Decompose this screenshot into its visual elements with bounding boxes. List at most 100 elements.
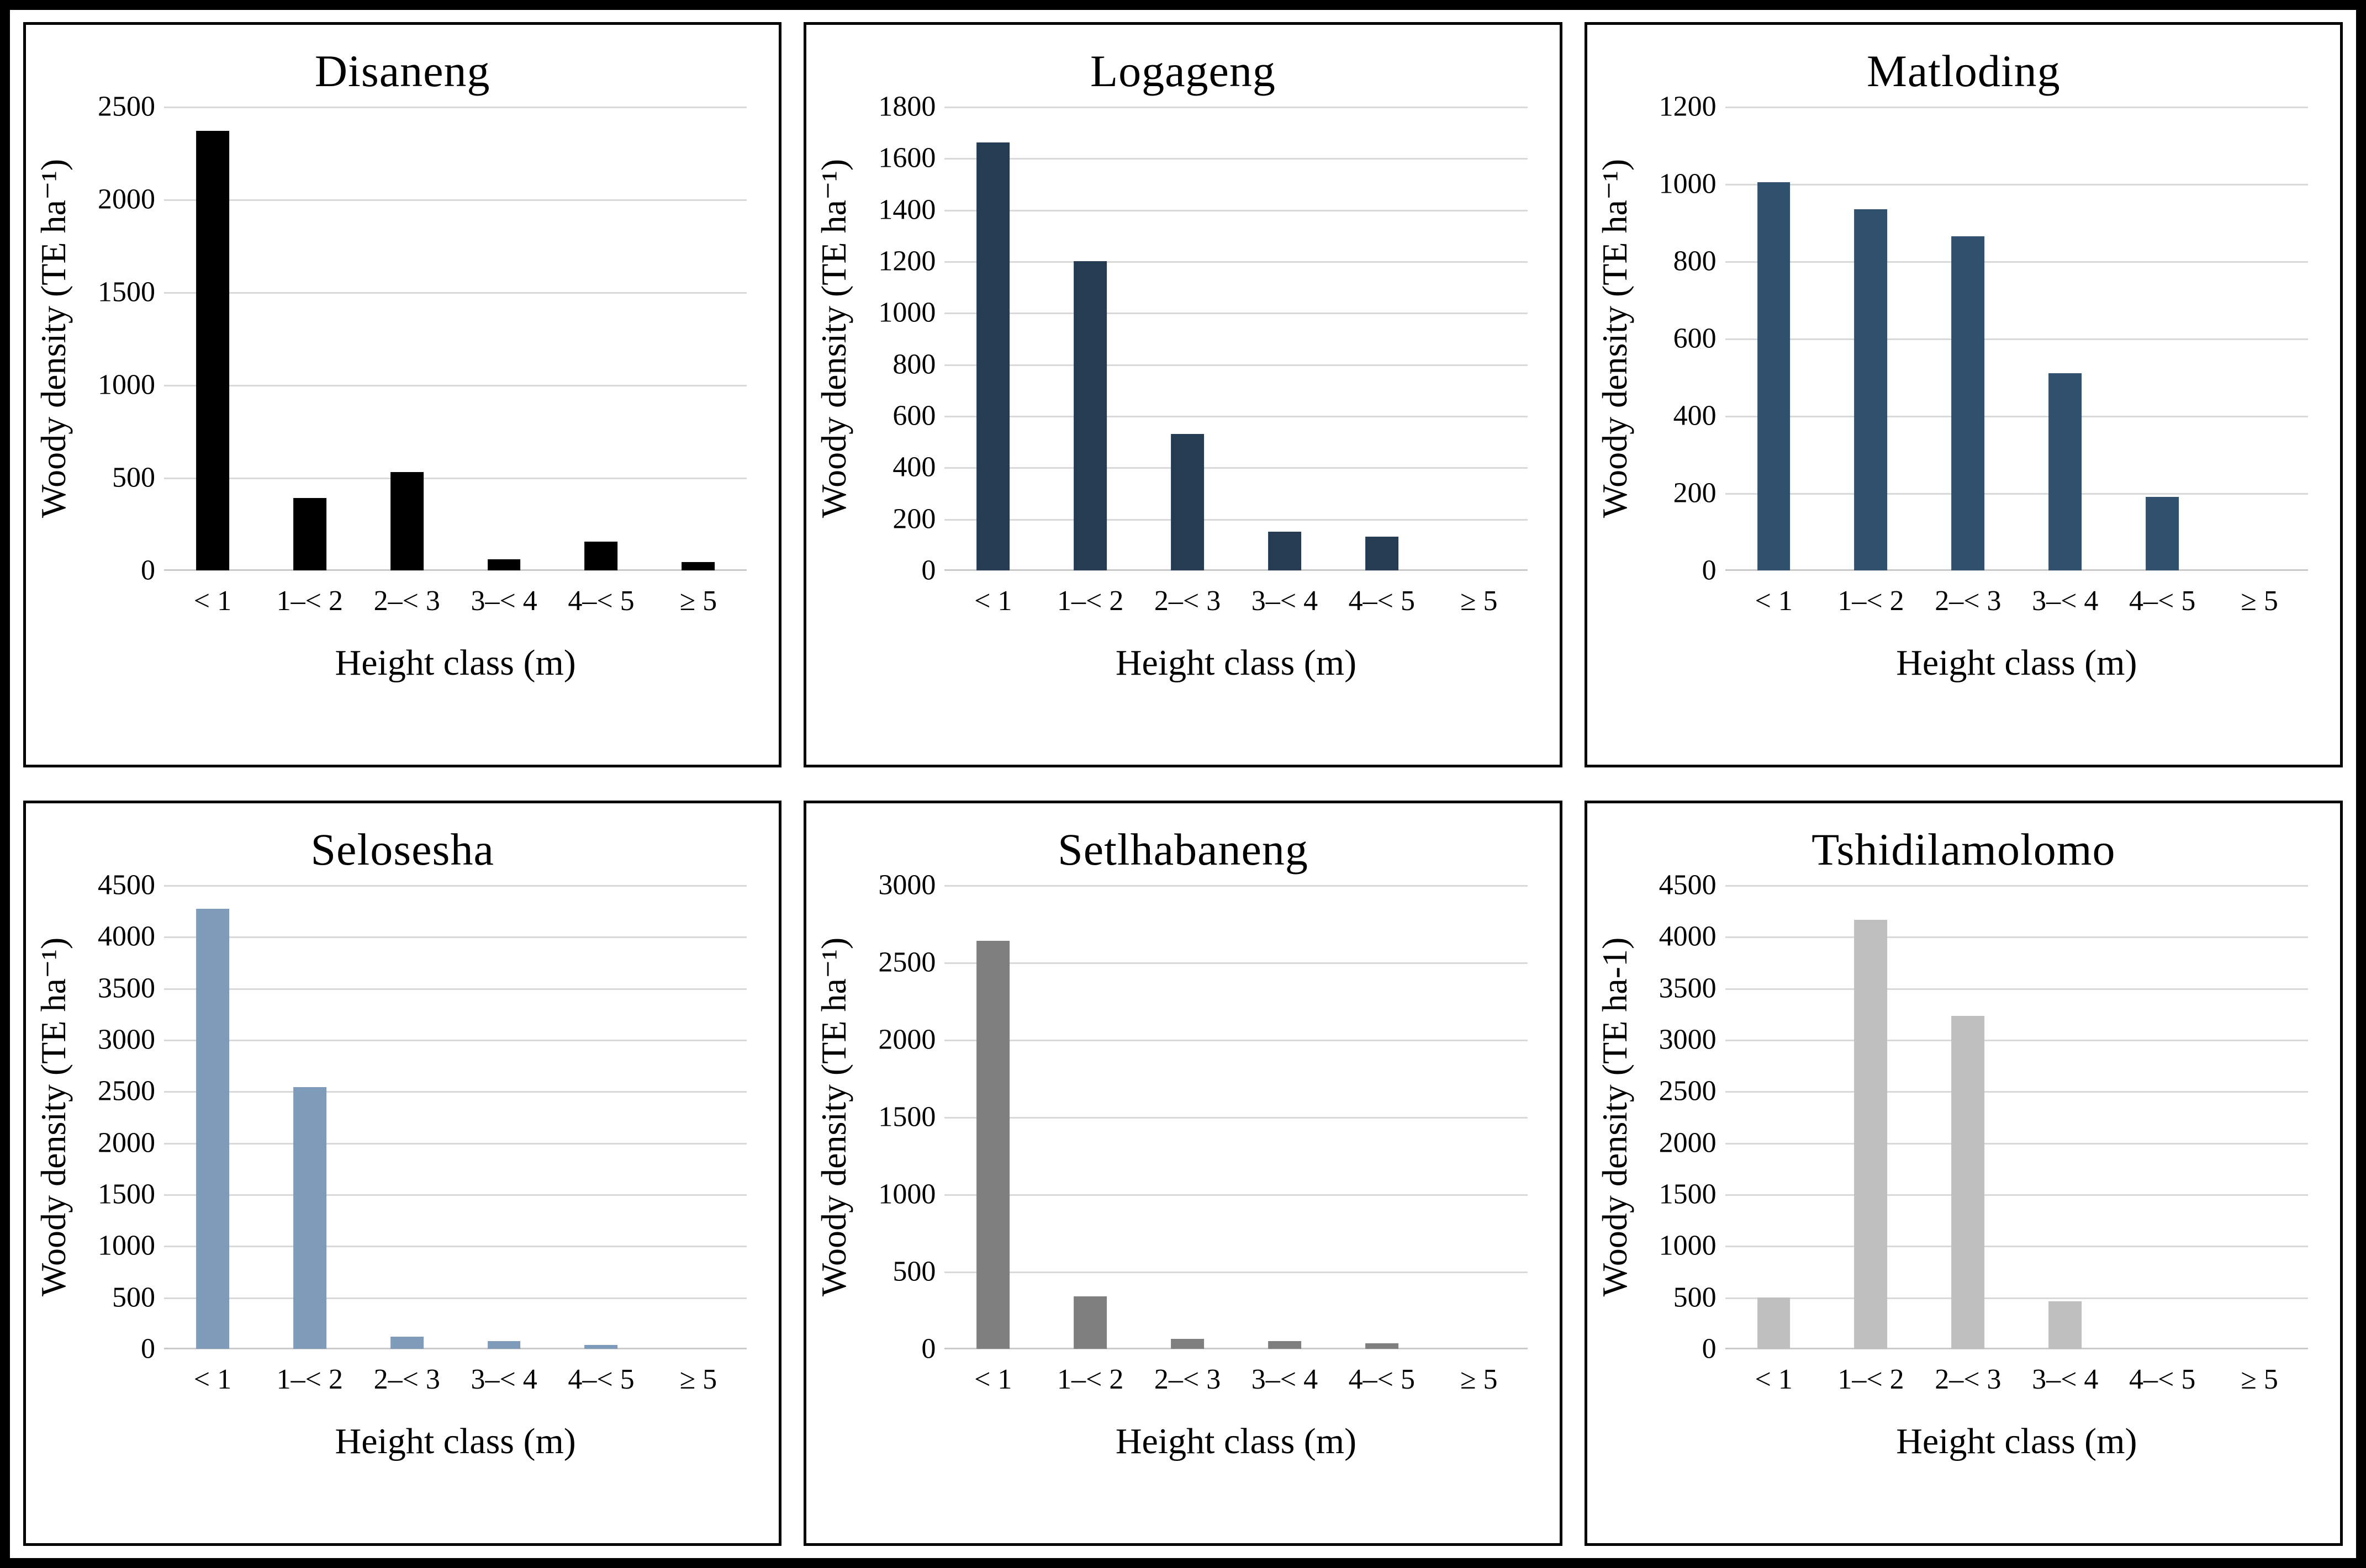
gridline [1725,1091,2308,1093]
y-tick-label: 1400 [878,194,936,226]
plot-area [164,107,747,571]
x-axis-ticks: < 1 1–< 2 2–< 3 3–< 4 4–< 5 ≥ 5 [164,585,747,621]
x-tick-label: ≥ 5 [679,585,717,617]
gridline [944,312,1528,315]
y-tick-label: 400 [1673,400,1717,432]
gridline [1725,1039,2308,1041]
y-tick-label: 1600 [878,142,936,174]
y-tick-label: 800 [892,348,936,380]
bar-< 1 [1757,1297,1791,1349]
chart-body: Woody density (TE ha⁻¹) 0 500 1000 1500 2000… [26,870,779,1365]
gridline [1725,885,2308,887]
y-axis-ticks: 0 200 400 600 800 1000 1200 1400 1600 1800 [862,91,944,586]
x-tick-label: 4–< 5 [2129,585,2196,617]
bar-1–< 2 [1074,261,1107,570]
y-tick-label: 4000 [1659,920,1717,952]
gridline [944,209,1528,211]
bar-2–< 3 [1951,236,1985,570]
gridline [944,1117,1528,1119]
chart-title: Selosesha [310,824,494,875]
plot-area [944,107,1528,571]
y-tick-label: 3500 [98,972,155,1004]
y-axis-ticks: 0 500 1000 1500 2000 2500 3000 [862,870,944,1365]
plot-area [944,885,1528,1349]
y-tick-label: 1500 [98,276,155,308]
chart-body: Woody density (TE ha⁻¹) 0 500 1000 1500 2000… [26,91,779,586]
y-tick-label: 500 [112,1281,155,1313]
chart-panel-disaneng: Disaneng Woody density (TE ha⁻¹) 0 500 100… [23,22,782,767]
y-tick-label: 200 [892,503,936,535]
x-tick-label: 3–< 4 [1251,1364,1318,1395]
gridline [944,158,1528,160]
bar-4–< 5 [1365,1343,1398,1349]
bar-2–< 3 [1951,1016,1985,1349]
gridline [944,518,1528,521]
chart-panel-logageng: Logageng Woody density (TE ha⁻¹) 0 200 400… [804,22,1562,767]
chart-title: Tshidilamolomo [1812,824,2116,875]
gridline [944,107,1528,108]
x-axis-title: Height class (m) [1115,643,1357,683]
y-tick-label: 1000 [98,1230,155,1262]
x-tick-label: 1–< 2 [1057,1364,1124,1395]
x-tick-label: ≥ 5 [2241,1364,2278,1395]
y-tick-label: 1000 [878,1178,936,1210]
chart-panel-matloding: Matloding Woody density (TE ha⁻¹) 0 200 40… [1584,22,2343,767]
y-tick-label: 2000 [1659,1127,1717,1159]
x-tick-label: 2–< 3 [1935,1364,2001,1395]
bar-1–< 2 [293,1087,326,1349]
bar-2–< 3 [390,1336,424,1349]
y-tick-label: 200 [1673,477,1717,509]
y-tick-label: 0 [1702,1333,1717,1365]
gridline [944,1272,1528,1273]
y-tick-label: 2000 [98,183,155,215]
chart-panel-selosesha: Selosesha Woody density (TE ha⁻¹) 0 500 10… [23,801,782,1546]
chart-panel-setlhabaneng: Setlhabaneng Woody density (TE ha⁻¹) 0 50… [804,801,1562,1546]
bar-< 1 [196,130,229,570]
gridline [1725,1194,2308,1196]
bar-4–< 5 [584,541,618,570]
y-tick-label: 3000 [1659,1024,1717,1056]
gridline [164,1091,747,1093]
plot-area [1725,885,2308,1349]
bar-4–< 5 [584,1345,618,1349]
x-axis-title: Height class (m) [1896,1421,2137,1461]
x-axis-baseline [164,569,747,571]
bar-1–< 2 [293,497,326,570]
x-tick-label: < 1 [1755,1364,1793,1395]
x-axis-title: Height class (m) [1896,643,2137,683]
bar-2–< 3 [1171,433,1204,570]
y-axis-title: Woody density (TE ha⁻¹) [814,158,854,518]
y-axis-title: Woody density (TE ha⁻¹) [1594,158,1634,518]
x-tick-label: < 1 [974,585,1012,617]
y-axis-ticks: 0 500 1000 1500 2000 2500 3000 3500 4000 4500 [1643,870,1725,1365]
gridline [164,478,747,479]
x-tick-label: 3–< 4 [1251,585,1318,617]
x-axis-title: Height class (m) [335,1421,576,1461]
y-tick-label: 800 [1673,245,1717,277]
gridline [1725,415,2308,417]
x-axis-baseline [944,1348,1528,1349]
y-tick-label: 0 [141,1333,155,1365]
y-tick-label: 1500 [98,1178,155,1210]
y-tick-label: 1000 [1659,168,1717,200]
gridline [944,415,1528,417]
gridline [1725,338,2308,340]
gridline [1725,493,2308,495]
y-axis-ticks: 0 500 1000 1500 2000 2500 [81,91,164,586]
x-tick-label: 4–< 5 [1348,585,1415,617]
x-axis-ticks: < 1 1–< 2 2–< 3 3–< 4 4–< 5 ≥ 5 [1725,1363,2308,1400]
x-tick-label: 4–< 5 [568,585,635,617]
x-tick-label: 1–< 2 [276,585,343,617]
y-axis-ticks: 0 200 400 600 800 1000 1200 [1643,91,1725,586]
y-tick-label: 400 [892,451,936,483]
bar-2–< 3 [1171,1338,1204,1349]
x-tick-label: < 1 [1755,585,1793,617]
bar-4–< 5 [2146,497,2179,570]
bar-3–< 4 [1268,1341,1301,1349]
y-tick-label: 2000 [98,1127,155,1159]
x-axis-title: Height class (m) [1115,1421,1357,1461]
gridline [164,936,747,939]
gridline [164,1297,747,1299]
y-tick-label: 1500 [1659,1178,1717,1210]
